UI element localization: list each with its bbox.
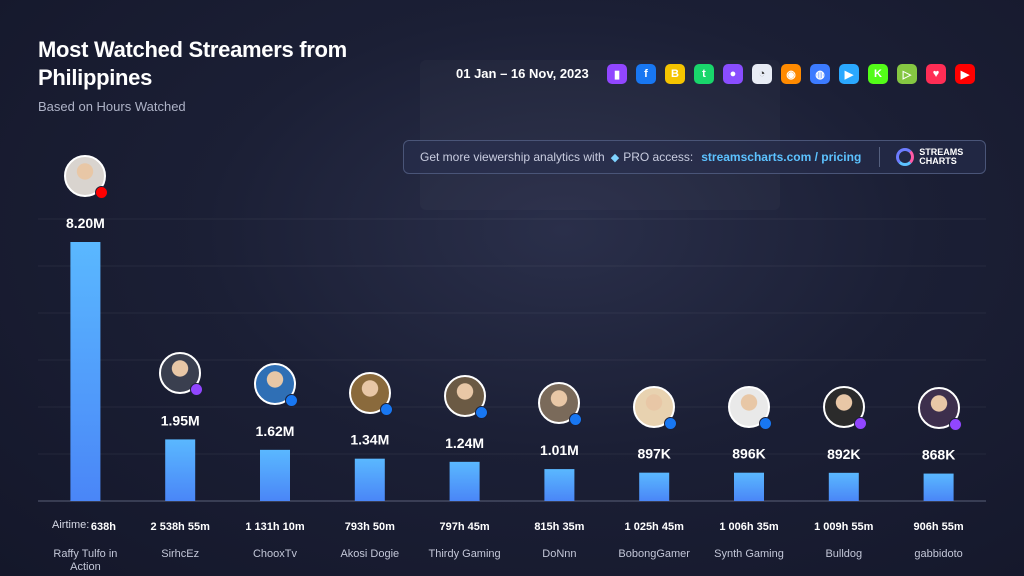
data-label: 868K <box>922 447 955 463</box>
airtime-value: 2 538h 55m <box>151 521 211 533</box>
category-label: ChooxTv <box>253 548 298 560</box>
bar <box>165 439 196 501</box>
twitch-icon <box>853 416 867 430</box>
data-label: 1.34M <box>350 432 389 448</box>
twitch-icon <box>190 383 204 397</box>
booyah-icon: B <box>665 64 685 84</box>
facebook-icon <box>379 402 393 416</box>
bar <box>639 472 670 501</box>
facebook-icon: f <box>636 64 656 84</box>
airtime-value: 793h 50m <box>345 521 395 533</box>
facebook-icon <box>759 416 772 430</box>
data-label: 8.20M <box>66 215 105 231</box>
data-label: 1.62M <box>256 423 295 439</box>
bar <box>734 472 764 501</box>
bar <box>544 469 575 501</box>
nimo-icon: ● <box>723 64 743 84</box>
vk-play-icon: ▶ <box>839 64 859 84</box>
huya-icon: ◉ <box>781 64 801 84</box>
promo-divider <box>879 147 881 167</box>
airtime-value: 1 009h 55m <box>814 521 874 533</box>
promo-pro: PRO access: <box>623 150 694 164</box>
airtime-label: Airtime: <box>52 519 90 531</box>
data-label: 1.24M <box>445 435 484 451</box>
bar <box>354 458 385 501</box>
airtime-value: 1 025h 45m <box>625 521 685 533</box>
afreeca-icon: ◔ <box>752 64 772 84</box>
youtube-icon <box>95 186 109 199</box>
airtime-value: 797h 45m <box>440 521 490 533</box>
category-label: Bulldog <box>825 548 862 560</box>
bar <box>449 461 480 501</box>
date-range: 01 Jan – 16 Nov, 2023 <box>456 66 589 81</box>
avatar <box>728 385 772 430</box>
streams-charts-logo-icon <box>896 148 915 166</box>
bar <box>828 472 859 501</box>
category-label: Akosi Dogie <box>340 548 399 560</box>
category-label: SirhcEz <box>161 548 199 560</box>
twitch-icon <box>948 417 962 431</box>
avatar <box>822 385 867 430</box>
facebook-icon <box>474 405 488 419</box>
bar <box>70 242 101 501</box>
avatar <box>254 362 298 407</box>
bar <box>260 449 290 501</box>
avatar <box>538 382 583 427</box>
category-label: Raffy Tulfo in <box>53 548 117 560</box>
airtime-value: 815h 35m <box>534 521 584 533</box>
bilibili-icon: ◍ <box>810 64 830 84</box>
pricing-link[interactable]: streamscharts.com / pricing <box>701 150 862 164</box>
data-label: 1.01M <box>540 442 579 458</box>
promo-banner[interactable]: Get more viewership analytics with ◆ PRO… <box>403 140 986 174</box>
category-label: DoNnn <box>542 548 576 560</box>
data-label: 892K <box>827 446 860 462</box>
data-label: 896K <box>732 446 765 462</box>
diamond-icon: ◆ <box>610 151 620 164</box>
category-label: Thirdy Gaming <box>429 548 501 560</box>
kick-icon: K <box>868 64 888 84</box>
bar <box>923 473 954 501</box>
avatar <box>348 371 393 416</box>
category-label: gabbidoto <box>914 548 962 560</box>
data-label: 1.95M <box>161 412 200 428</box>
category-label: BobongGamer <box>618 548 690 560</box>
page-title: Most Watched Streamers from Philippines <box>38 37 347 90</box>
category-label: Action <box>70 561 101 573</box>
youtube-icon: ▶ <box>955 64 975 84</box>
avatar <box>443 374 488 419</box>
avatar <box>917 386 962 431</box>
avatar <box>633 385 678 430</box>
streams-charts-logo-text: STREAMS CHARTS <box>919 147 964 166</box>
trovo-icon: t <box>694 64 714 84</box>
airtime-value: 1 006h 35m <box>719 521 779 533</box>
avatar <box>64 155 109 199</box>
category-label: Synth Gaming <box>714 548 784 560</box>
avatar-image <box>538 382 581 425</box>
airtime-value: 1 131h 10m <box>245 521 305 533</box>
page-subtitle: Based on Hours Watched <box>38 99 186 114</box>
facebook-icon <box>664 416 678 430</box>
twitch-icon: ▮ <box>607 64 627 84</box>
heart-icon: ♥ <box>926 64 946 84</box>
airtime-value: 638h <box>91 521 116 533</box>
avatar <box>159 352 204 397</box>
facebook-icon <box>285 393 298 407</box>
rumble-icon: ▷ <box>897 64 917 84</box>
facebook-icon <box>569 413 583 427</box>
data-label: 897K <box>637 446 670 462</box>
airtime-value: 906h 55m <box>914 521 964 533</box>
promo-text: Get more viewership analytics with <box>420 150 605 164</box>
